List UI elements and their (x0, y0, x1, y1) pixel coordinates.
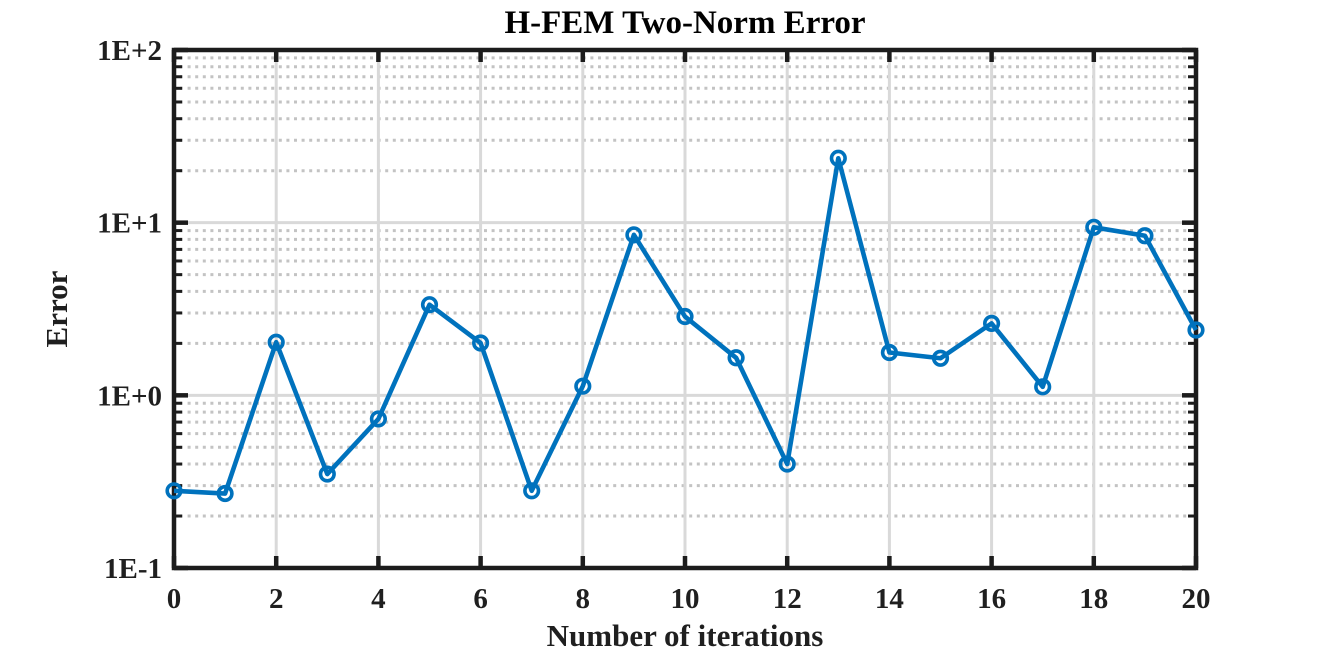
data-point (778, 455, 796, 473)
data-point (625, 226, 643, 244)
x-tick-label: 14 (875, 583, 904, 615)
grid-major (174, 50, 1196, 568)
y-tick-label: 1E-1 (104, 553, 162, 585)
data-point (829, 149, 847, 167)
x-tick-label: 0 (167, 583, 182, 615)
grid-minor-horizontal (180, 56, 1193, 518)
x-tick-label: 10 (671, 583, 700, 615)
x-tick-label: 18 (1079, 583, 1108, 615)
series-line (173, 155, 1199, 496)
data-point (267, 333, 285, 351)
data-point (420, 296, 439, 314)
tick-marks (171, 47, 1199, 571)
data-point (523, 482, 541, 500)
data-point (472, 334, 490, 352)
chart-title: H-FEM Two-Norm Error (504, 5, 866, 41)
x-axis-label: Number of iterations (546, 618, 824, 653)
data-point (1136, 227, 1154, 245)
y-tick-labels: 1E-1 1E+0 1E+1 1E+2 (97, 35, 162, 585)
data-point (880, 343, 899, 362)
y-axis-label: Error (39, 270, 74, 348)
x-tick-label: 16 (977, 583, 1006, 615)
x-tick-label: 4 (371, 583, 386, 615)
data-point (216, 484, 234, 503)
y-tick-label: 1E+1 (97, 208, 162, 240)
y-tick-label: 1E+0 (97, 380, 162, 412)
data-point (574, 377, 592, 395)
x-tick-label: 2 (269, 583, 284, 615)
x-tick-label: 20 (1182, 583, 1211, 615)
data-point (676, 307, 694, 326)
data-point-markers (165, 149, 1205, 503)
data-point (165, 482, 183, 500)
data-point (982, 314, 1001, 332)
data-point (727, 349, 745, 367)
x-tick-label: 8 (576, 583, 591, 615)
data-point (318, 465, 336, 483)
data-point (1034, 378, 1052, 396)
y-tick-label: 1E+2 (97, 35, 162, 67)
x-tick-label: 6 (473, 583, 488, 615)
data-point (369, 410, 388, 428)
x-tick-label: 12 (773, 583, 802, 615)
x-tick-labels: 0 2 4 6 8 10 12 14 16 18 20 (167, 583, 1211, 615)
data-point (931, 349, 950, 367)
data-point (1187, 321, 1205, 339)
data-series (173, 155, 1199, 496)
data-point (1085, 218, 1103, 236)
